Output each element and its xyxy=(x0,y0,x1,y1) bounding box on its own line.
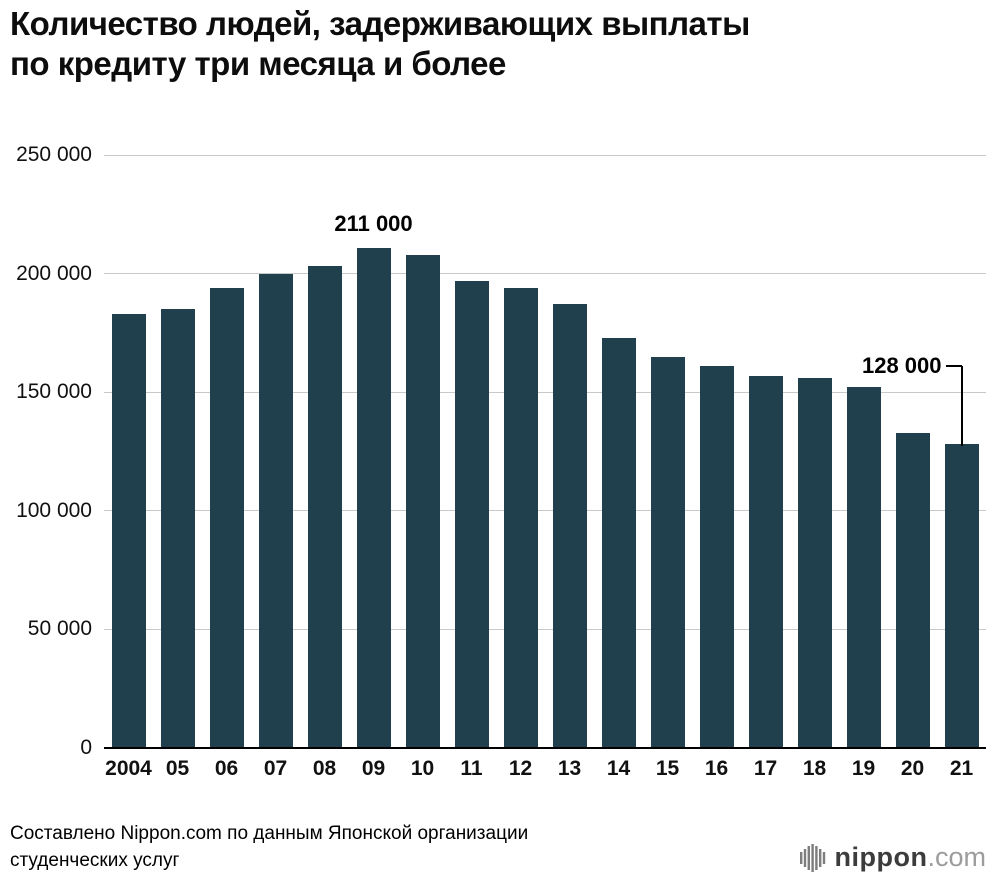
bar xyxy=(552,304,587,748)
bar xyxy=(503,287,538,748)
bar xyxy=(895,432,930,748)
bar-slot: 14 xyxy=(594,155,643,780)
bar-slot: 19 xyxy=(839,155,888,780)
bar-slot: 08 xyxy=(300,155,349,780)
gridline xyxy=(104,273,986,275)
bar-slot: 15 xyxy=(643,155,692,780)
bar xyxy=(258,273,293,748)
x-tick-label: 20 xyxy=(900,757,925,780)
bar-chart: 0 50 000 100 000 150 000 200 000 250 000 2004… xyxy=(0,143,1000,780)
gridline xyxy=(104,154,986,156)
y-tick-label: 150 000 xyxy=(16,380,92,404)
logo-suffix: .com xyxy=(927,842,986,872)
x-tick-label: 15 xyxy=(655,757,680,780)
logo-text: nippon xyxy=(834,842,928,872)
bar xyxy=(601,337,636,748)
plot-area: 2004 05 06 07 08 09 10 11 12 13 14 15 16 17 18 19 20 21 2… xyxy=(104,154,986,780)
y-axis-labels: 0 50 000 100 000 150 000 200 000 250 000 xyxy=(0,143,92,759)
source-note-line1: Составлено Nippon.com по данным Японской… xyxy=(10,823,529,844)
x-tick-label: 19 xyxy=(851,757,876,780)
gridline xyxy=(104,510,986,512)
bar xyxy=(160,309,195,748)
bar xyxy=(846,387,881,748)
x-tick-label: 17 xyxy=(753,757,778,780)
x-tick-label: 12 xyxy=(508,757,533,780)
y-tick-label: 0 xyxy=(80,736,92,759)
y-tick-label: 50 000 xyxy=(27,617,92,641)
bar-slot: 09 xyxy=(349,155,398,780)
x-tick-label: 13 xyxy=(557,757,582,780)
bar xyxy=(650,356,685,748)
bar xyxy=(748,375,783,748)
x-tick-label: 21 xyxy=(949,757,974,780)
x-tick-label: 09 xyxy=(361,757,386,780)
nippon-logo-text: nippon.com xyxy=(835,842,986,873)
bar xyxy=(111,313,146,748)
y-tick-label: 100 000 xyxy=(16,498,92,522)
bar xyxy=(356,247,391,748)
bar-slot: 21 xyxy=(937,155,986,780)
gridline xyxy=(104,628,986,630)
bar xyxy=(405,254,440,748)
nippon-logo-icon xyxy=(799,843,825,872)
source-note-line2: студенческих услуг xyxy=(10,850,180,871)
x-tick-label: 05 xyxy=(165,757,190,780)
bar-slot: 10 xyxy=(398,155,447,780)
bar xyxy=(454,280,489,748)
bar-slot: 05 xyxy=(153,155,202,780)
x-tick-label: 2004 xyxy=(105,757,152,780)
gridline xyxy=(104,391,986,393)
bar xyxy=(307,266,342,748)
x-tick-label: 18 xyxy=(802,757,827,780)
bar-slot: 20 xyxy=(888,155,937,780)
x-tick-label: 06 xyxy=(214,757,239,780)
bars-container: 2004 05 06 07 08 09 10 11 12 13 14 15 16 17 18 19 20 21 xyxy=(104,155,986,780)
bar-slot: 17 xyxy=(741,155,790,780)
chart-title-line1: Количество людей, задерживающих выплаты xyxy=(10,5,750,42)
annotation-connector-horizontal xyxy=(945,365,962,368)
bar-slot: 18 xyxy=(790,155,839,780)
bar-slot: 16 xyxy=(692,155,741,780)
bar-slot: 12 xyxy=(496,155,545,780)
x-tick-label: 10 xyxy=(410,757,435,780)
bar-slot: 07 xyxy=(251,155,300,780)
bar xyxy=(944,444,979,748)
x-tick-label: 16 xyxy=(704,757,729,780)
bar-slot: 11 xyxy=(447,155,496,780)
bar-slot: 06 xyxy=(202,155,251,780)
x-tick-label: 07 xyxy=(263,757,288,780)
bar-slot: 2004 xyxy=(104,155,153,780)
bar xyxy=(699,366,734,748)
y-tick-label: 250 000 xyxy=(16,143,92,166)
y-tick-label: 200 000 xyxy=(16,261,92,285)
annotation-211000: 211 000 xyxy=(334,210,413,236)
x-tick-label: 14 xyxy=(606,757,631,780)
x-tick-label: 11 xyxy=(460,757,483,780)
annotation-connector-vertical xyxy=(960,366,963,447)
annotation-128000: 128 000 xyxy=(861,353,942,379)
bar xyxy=(209,287,244,748)
chart-title: Количество людей, задерживающих выплаты п… xyxy=(10,4,750,83)
x-tick-label: 08 xyxy=(312,757,337,780)
chart-title-line2: по кредиту три месяца и более xyxy=(10,44,506,82)
source-note: Составлено Nippon.com по данным Японской… xyxy=(10,820,528,874)
nippon-logo: nippon.com xyxy=(798,842,986,873)
bar xyxy=(797,377,832,748)
bar-slot: 13 xyxy=(545,155,594,780)
